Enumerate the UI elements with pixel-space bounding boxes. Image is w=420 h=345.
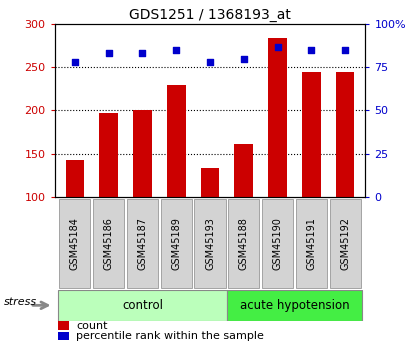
FancyBboxPatch shape bbox=[194, 198, 226, 288]
Bar bbox=[227, 290, 362, 321]
Text: GSM45188: GSM45188 bbox=[239, 217, 249, 270]
Point bbox=[173, 47, 180, 53]
Point bbox=[308, 47, 315, 53]
Bar bbox=[268, 38, 287, 197]
Title: GDS1251 / 1368193_at: GDS1251 / 1368193_at bbox=[129, 8, 291, 22]
Text: stress: stress bbox=[4, 297, 37, 307]
Text: acute hypotension: acute hypotension bbox=[240, 299, 349, 312]
Point bbox=[105, 51, 112, 56]
Point bbox=[342, 47, 349, 53]
Text: control: control bbox=[122, 299, 163, 312]
Bar bbox=[133, 110, 152, 197]
Text: count: count bbox=[76, 321, 108, 331]
Text: percentile rank within the sample: percentile rank within the sample bbox=[76, 331, 264, 341]
Point bbox=[207, 59, 213, 65]
Bar bbox=[234, 144, 253, 197]
Text: GSM45190: GSM45190 bbox=[273, 217, 283, 270]
Text: GSM45191: GSM45191 bbox=[306, 217, 316, 270]
FancyBboxPatch shape bbox=[161, 198, 192, 288]
FancyBboxPatch shape bbox=[296, 198, 327, 288]
Bar bbox=[336, 71, 354, 197]
FancyBboxPatch shape bbox=[262, 198, 293, 288]
Bar bbox=[58, 321, 68, 330]
Point bbox=[139, 51, 146, 56]
Bar bbox=[201, 168, 219, 197]
FancyBboxPatch shape bbox=[330, 198, 361, 288]
Point bbox=[71, 59, 78, 65]
Text: GSM45184: GSM45184 bbox=[70, 217, 80, 270]
FancyBboxPatch shape bbox=[59, 198, 90, 288]
Point bbox=[274, 44, 281, 49]
Text: GSM45186: GSM45186 bbox=[104, 217, 114, 270]
Bar bbox=[167, 85, 186, 197]
Bar bbox=[302, 71, 320, 197]
FancyBboxPatch shape bbox=[93, 198, 124, 288]
Bar bbox=[58, 290, 227, 321]
Bar bbox=[58, 332, 68, 341]
Text: GSM45192: GSM45192 bbox=[340, 217, 350, 270]
FancyBboxPatch shape bbox=[228, 198, 259, 288]
Point bbox=[240, 56, 247, 61]
Text: GSM45187: GSM45187 bbox=[137, 217, 147, 270]
Text: GSM45189: GSM45189 bbox=[171, 217, 181, 270]
Bar bbox=[100, 113, 118, 197]
Text: GSM45193: GSM45193 bbox=[205, 217, 215, 270]
FancyBboxPatch shape bbox=[127, 198, 158, 288]
Bar bbox=[66, 159, 84, 197]
